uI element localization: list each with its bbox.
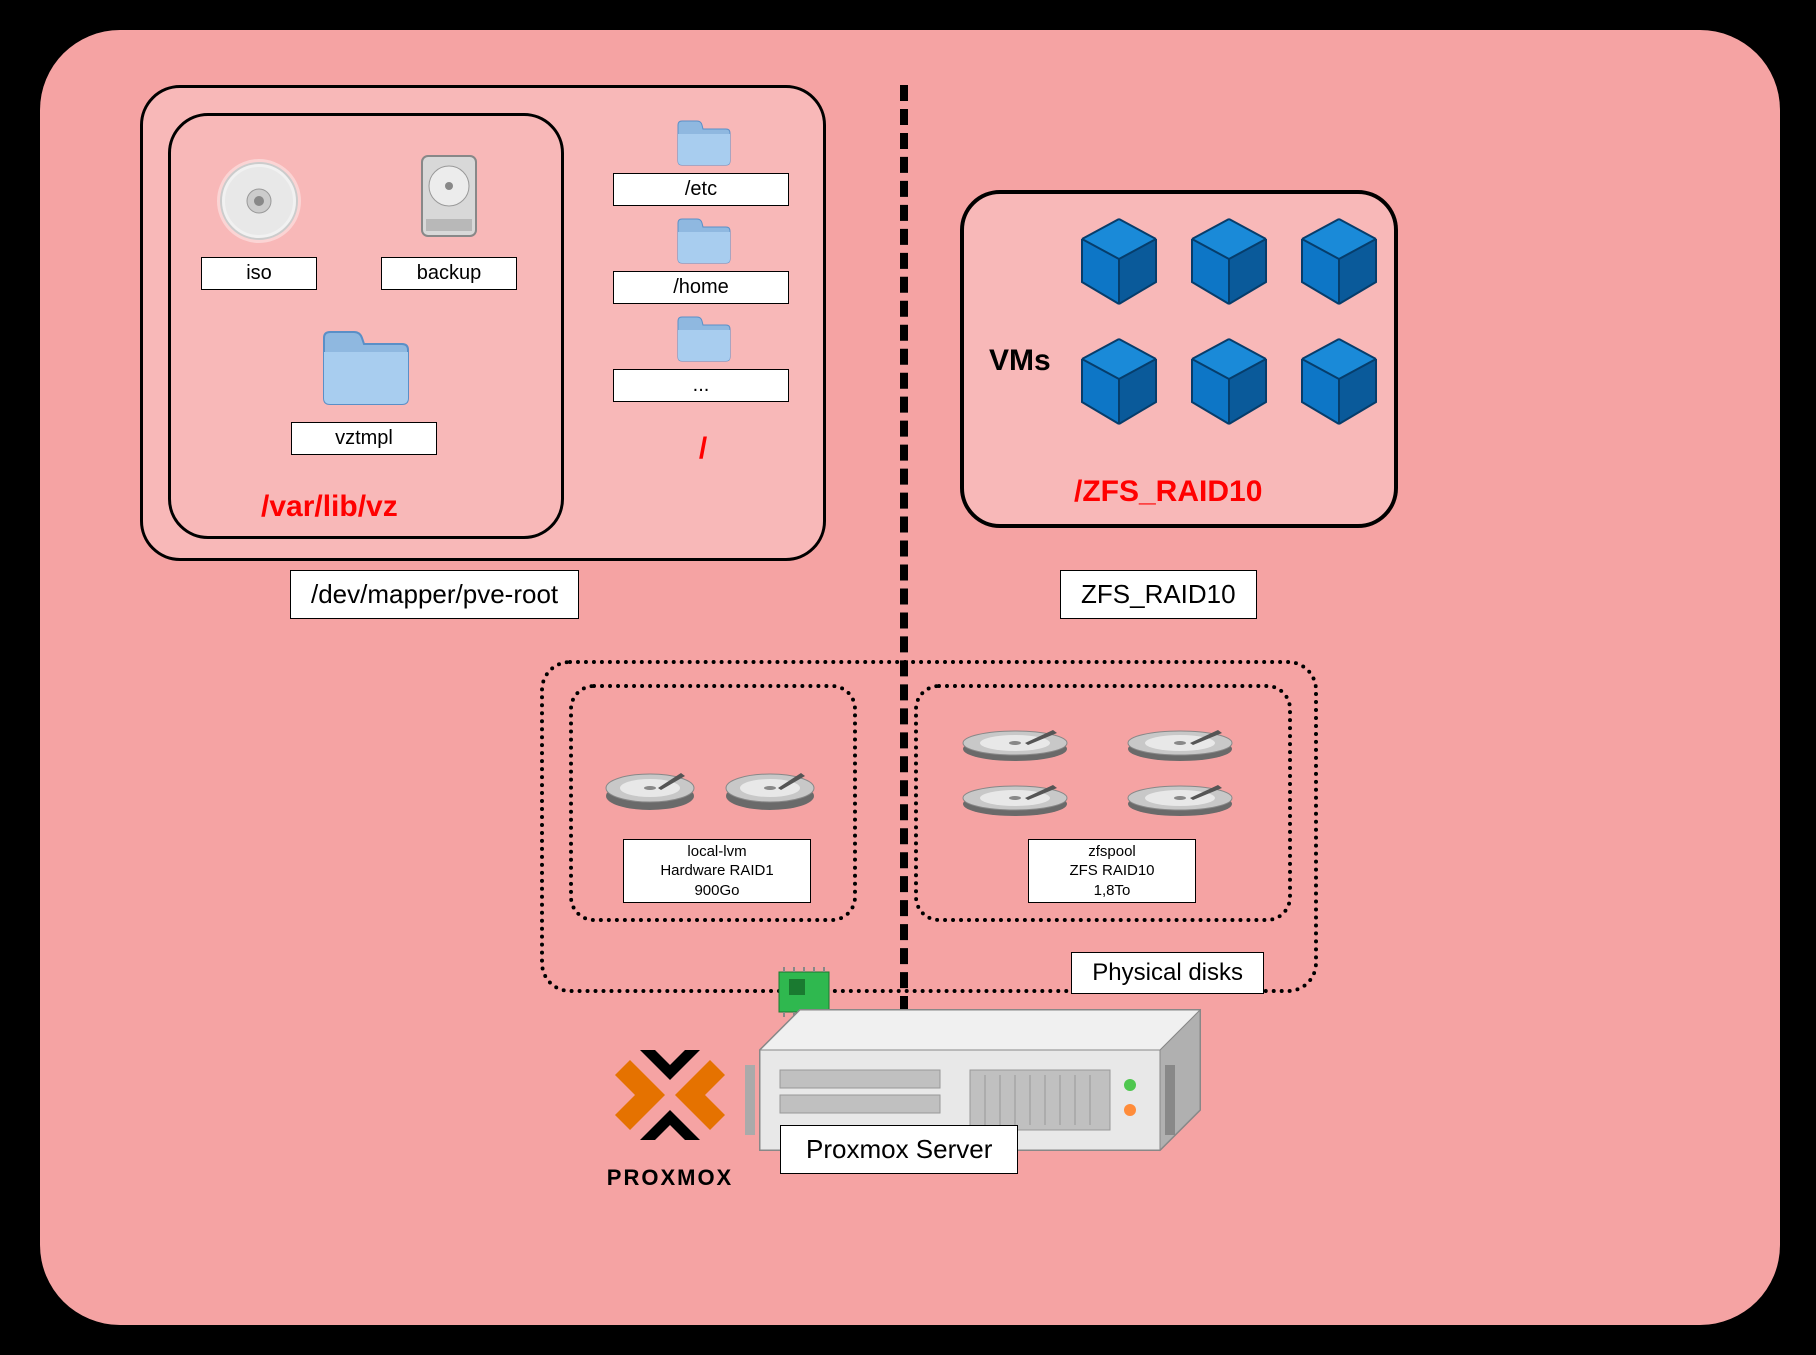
varlib-box: iso backup [168,113,564,539]
disk-icon [958,758,1073,818]
cube-row-2 [1074,334,1384,429]
disk-icon [1123,703,1238,763]
varlib-path: /var/lib/vz [261,490,398,524]
physical-disks-label: Physical disks [1071,952,1264,994]
cd-icon [214,156,304,246]
cube-icon [1294,334,1384,429]
folder-icon [673,216,733,266]
proxmox-icon [600,1040,740,1160]
zfs-path: /ZFS_RAID10 [1074,475,1262,509]
backup-label: backup [381,257,517,290]
server-label: Proxmox Server [780,1125,1018,1174]
vztmpl-item: vztmpl [291,326,437,455]
cube-icon [1074,334,1164,429]
raid1-label: local-lvm Hardware RAID1 900Go [623,839,811,904]
cube-icon [1074,214,1164,309]
pve-root-label: /dev/mapper/pve-root [290,570,579,619]
cube-row-1 [1074,214,1384,309]
backup-item: backup [381,151,517,290]
raid10-box: zfspool ZFS RAID10 1,8To [914,684,1292,922]
disk-icon [958,703,1073,763]
zfs-box: VMs /ZFS_RAID10 [960,190,1398,528]
pve-root-box: iso backup [140,85,826,561]
folder-icon [314,326,414,411]
cube-icon [1184,334,1274,429]
etc-item: /etc [613,118,793,206]
proxmox-logo: PROXMOX [600,1040,740,1191]
vms-title: VMs [989,344,1051,378]
iso-label: iso [201,257,317,290]
etc-label: /etc [613,173,789,206]
physical-disks-box: local-lvm Hardware RAID1 900Go zfspool Z… [540,660,1318,993]
zfs-label: ZFS_RAID10 [1060,570,1257,619]
proxmox-brand: PROXMOX [600,1165,740,1191]
folder-icon [673,118,733,168]
root-path: / [613,432,793,466]
iso-item: iso [201,156,317,290]
raid1-box: local-lvm Hardware RAID1 900Go [569,684,857,922]
home-label: /home [613,271,789,304]
more-item: ... [613,314,793,402]
main-panel: iso backup [40,30,1780,1325]
disk-icon [723,738,818,813]
root-folders: /etc /home ... / [613,118,793,466]
home-item: /home [613,216,793,304]
cube-icon [1294,214,1384,309]
vztmpl-label: vztmpl [291,422,437,455]
raid10-label: zfspool ZFS RAID10 1,8To [1028,839,1196,904]
disk-icon [603,738,698,813]
more-label: ... [613,369,789,402]
diagram-canvas: iso backup [0,0,1816,1355]
raid10-disks [958,703,1238,818]
disk-icon [1123,758,1238,818]
cube-icon [1184,214,1274,309]
folder-icon [673,314,733,364]
hdd-icon [414,151,484,246]
raid1-disks [603,738,818,813]
